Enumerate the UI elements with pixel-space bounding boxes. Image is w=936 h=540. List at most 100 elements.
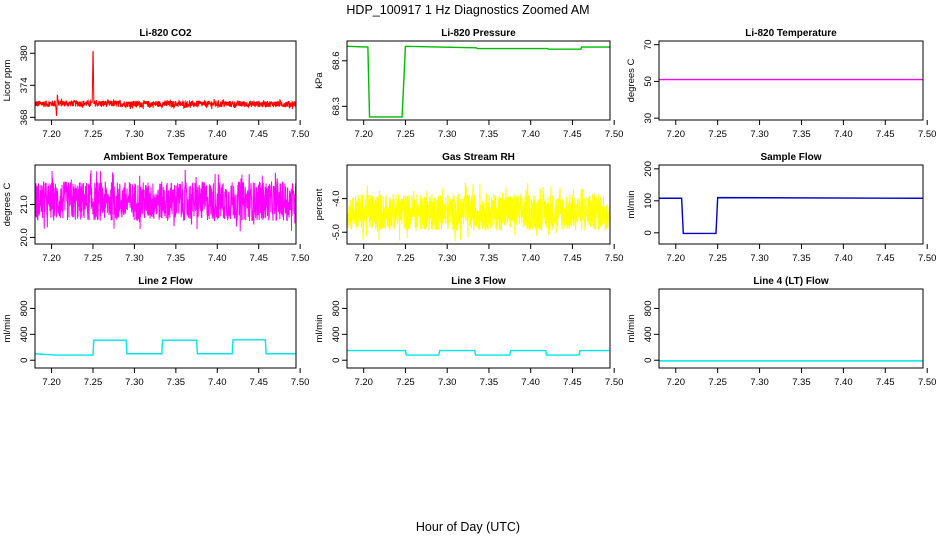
y-tick-label: 800: [643, 300, 654, 316]
panel-li-820-pressure: Li-820 Pressure kPa 7.20 7.25 7.30 7.35 7.40 7.…: [314, 28, 623, 140]
y-tick-label: 800: [19, 300, 30, 316]
panel-li-820-co2: Li-820 CO2 Licor ppm 7.20 7.25 7.30 7.35 7.40 7…: [2, 28, 309, 140]
plot-frame: [346, 40, 611, 121]
x-tick-label: 7.45: [563, 253, 582, 264]
y-tick-label: 400: [19, 326, 30, 342]
plot-frame: [658, 288, 924, 369]
x-tick-label: 7.25: [396, 129, 415, 140]
x-tick-label: 7.50: [291, 377, 310, 388]
panel-title: Li-820 Temperature: [745, 28, 837, 39]
x-tick-label: 7.30: [125, 129, 144, 140]
y-tick-label: 100: [643, 193, 654, 209]
x-tick-label: 7.40: [521, 377, 540, 388]
x-tick-label: 7.20: [354, 129, 373, 140]
x-tick-label: 7.45: [249, 129, 268, 140]
x-tick-label: 7.35: [167, 129, 186, 140]
series-line-rh: [347, 182, 610, 242]
x-tick-label: 7.20: [42, 129, 61, 140]
x-tick-label: 7.40: [834, 377, 853, 388]
y-tick-label: 0: [331, 358, 342, 363]
y-tick-label: 0: [19, 358, 30, 363]
y-axis-label: percent: [314, 188, 325, 220]
panel-line-3-flow: Line 3 Flow ml/min 7.20 7.25 7.30 7.35 7.40 7.4…: [314, 276, 623, 388]
x-tick-label: 7.25: [84, 377, 103, 388]
panel-title: Gas Stream RH: [442, 152, 515, 163]
y-tick-label: 68.3: [331, 97, 342, 116]
x-tick-label: 7.35: [792, 129, 811, 140]
panel-grid: Li-820 CO2 Licor ppm 7.20 7.25 7.30 7.35 7.40 7…: [2, 28, 936, 388]
x-tick-label: 7.25: [396, 253, 415, 264]
panel-sample-flow: Sample Flow ml/min 7.20 7.25 7.30 7.35 7.40 7.4…: [626, 152, 936, 264]
series-line-pressure: [347, 45, 610, 118]
x-tick-label: 7.30: [125, 253, 144, 264]
figure-title: HDP_100917 1 Hz Diagnostics Zoomed AM: [346, 3, 589, 17]
x-tick-label: 7.50: [918, 129, 936, 140]
x-tick-label: 7.35: [167, 253, 186, 264]
panel-li-820-temperature: Li-820 Temperature degrees C 7.20 7.25 7.30 7…: [626, 28, 936, 140]
x-axis-title: Hour of Day (UTC): [416, 520, 520, 534]
y-tick-label: -5.0: [331, 224, 342, 240]
y-tick-label: 20.0: [19, 228, 30, 247]
y-tick-label: 380: [19, 45, 30, 61]
x-tick-label: 7.20: [667, 253, 686, 264]
plot-frame: [346, 164, 611, 245]
x-tick-label: 7.45: [876, 377, 895, 388]
panel-gas-stream-rh: Gas Stream RH percent 7.20 7.25 7.30 7.35 7.40…: [314, 152, 623, 264]
series-line-line-2-flow: [35, 339, 296, 356]
panel-title: Li-820 CO2: [139, 28, 192, 39]
y-tick-label: 374: [19, 77, 30, 93]
x-tick-label: 7.35: [792, 377, 811, 388]
x-tick-label: 7.30: [750, 377, 769, 388]
y-tick-label: 800: [331, 300, 342, 316]
y-tick-label: 21.0: [19, 195, 30, 214]
y-tick-label: 50: [643, 76, 654, 87]
x-tick-label: 7.40: [208, 129, 227, 140]
x-tick-label: 7.40: [834, 129, 853, 140]
panel-title: Line 3 Flow: [451, 276, 506, 287]
panel-title: Sample Flow: [760, 152, 821, 163]
x-tick-label: 7.45: [249, 253, 268, 264]
y-tick-label: 200: [643, 161, 654, 177]
x-tick-label: 7.35: [792, 253, 811, 264]
x-tick-label: 7.50: [605, 377, 624, 388]
y-axis-label: kPa: [314, 72, 325, 89]
plot-frame: [346, 288, 611, 369]
x-tick-label: 7.25: [708, 377, 727, 388]
y-tick-label: 400: [331, 326, 342, 342]
x-tick-label: 7.25: [84, 253, 103, 264]
x-tick-label: 7.20: [42, 253, 61, 264]
panel-line-2-flow: Line 2 Flow ml/min 7.20 7.25 7.30 7.35 7.40 7.4…: [2, 276, 309, 388]
x-tick-label: 7.40: [208, 377, 227, 388]
y-tick-label: 368: [19, 109, 30, 125]
x-tick-label: 7.30: [438, 377, 457, 388]
plot-frame: [34, 40, 297, 121]
plot-frame: [658, 164, 924, 245]
y-axis-label: Licor ppm: [2, 60, 13, 102]
x-tick-label: 7.35: [167, 377, 186, 388]
panel-title: Li-820 Pressure: [441, 28, 516, 39]
x-tick-label: 7.20: [354, 377, 373, 388]
y-tick-label: 0: [643, 230, 654, 235]
panel-title: Line 2 Flow: [138, 276, 193, 287]
y-tick-label: 0: [643, 358, 654, 363]
x-tick-label: 7.40: [521, 253, 540, 264]
x-tick-label: 7.50: [918, 253, 936, 264]
panel-ambient-box-temperature: Ambient Box Temperature degrees C 7.20 7.25…: [2, 152, 309, 264]
x-tick-label: 7.45: [876, 253, 895, 264]
x-tick-label: 7.30: [438, 253, 457, 264]
panel-title: Ambient Box Temperature: [103, 152, 228, 163]
x-tick-label: 7.50: [605, 253, 624, 264]
x-tick-label: 7.35: [480, 377, 499, 388]
x-tick-label: 7.20: [42, 377, 61, 388]
x-tick-label: 7.25: [84, 129, 103, 140]
y-axis-label: degrees C: [2, 182, 13, 226]
y-tick-label: 68.6: [331, 52, 342, 71]
x-tick-label: 7.35: [480, 129, 499, 140]
y-axis-label: ml/min: [314, 315, 325, 343]
x-tick-label: 7.30: [125, 377, 144, 388]
y-axis-label: ml/min: [626, 315, 637, 343]
x-tick-label: 7.40: [834, 253, 853, 264]
x-tick-label: 7.45: [876, 129, 895, 140]
x-tick-label: 7.30: [750, 253, 769, 264]
panel-title: Line 4 (LT) Flow: [753, 276, 829, 287]
